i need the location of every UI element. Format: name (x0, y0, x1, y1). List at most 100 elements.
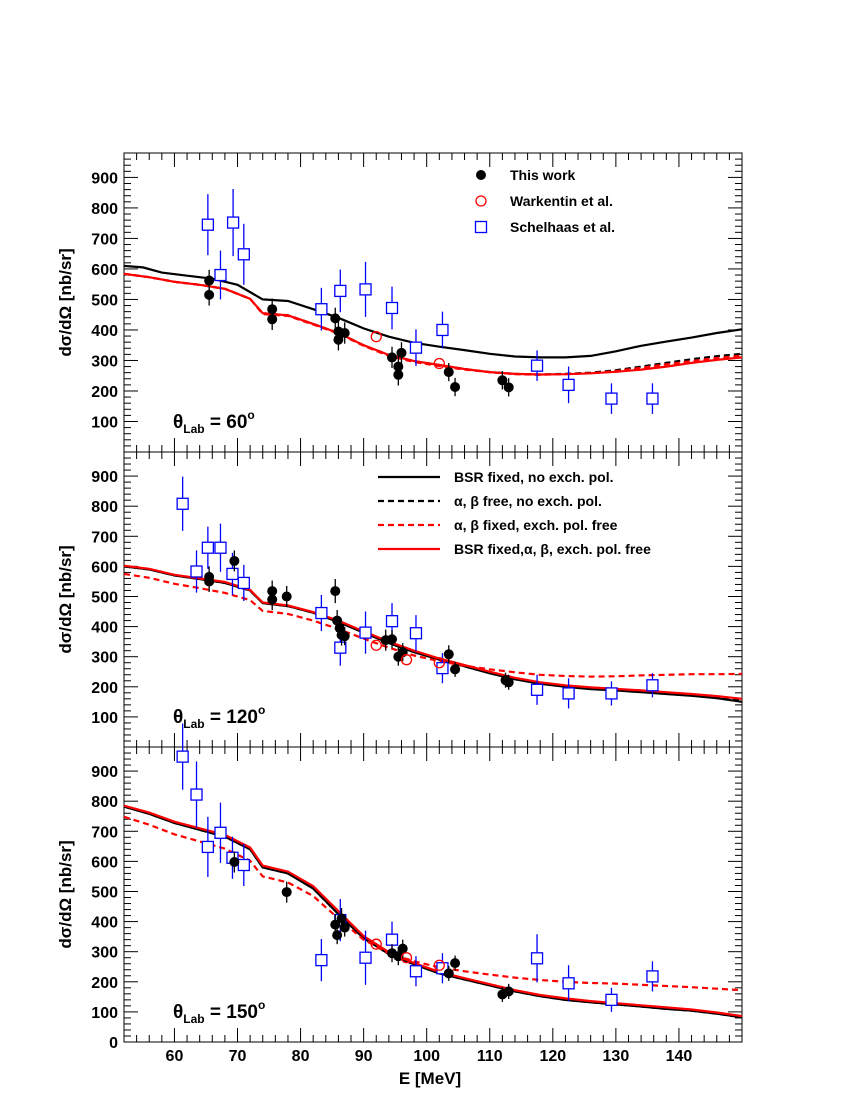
x-tick-label: 130 (603, 1048, 630, 1065)
this-work-point (397, 943, 408, 954)
warkentin-point (370, 639, 382, 651)
schelhaas-point (359, 283, 372, 296)
legend-marker-warkentin (475, 195, 487, 207)
panel-angle-value: = 120 (205, 707, 258, 728)
schelhaas-point (409, 627, 423, 640)
schelhaas-point (359, 951, 372, 964)
warkentin-point (433, 357, 445, 370)
this-work-point (204, 289, 215, 300)
this-work-point (330, 313, 341, 324)
this-work-point (387, 634, 398, 645)
y-tick-label: 900 (91, 469, 118, 486)
y-tick-label: 900 (91, 764, 118, 781)
x-tick-label: 80 (292, 1048, 310, 1065)
x-tick-label: 140 (666, 1048, 693, 1065)
schelhaas-point (315, 606, 328, 620)
legend-label: α, β fixed, exch. pol. free (454, 517, 618, 533)
this-work-point (443, 968, 454, 979)
y-tick-label: 500 (91, 292, 118, 309)
this-work-point (450, 382, 461, 393)
y-tick-label: 300 (91, 353, 118, 370)
this-work-point (281, 887, 292, 898)
this-work-point (393, 951, 404, 962)
schelhaas-point (436, 661, 449, 675)
legend-label: BSR fixed,α, β, exch. pol. free (454, 541, 651, 557)
y-tick-label: 700 (91, 824, 118, 841)
schelhaas-point (646, 679, 659, 692)
y-tick-label: 600 (91, 262, 118, 279)
x-tick-label: 110 (477, 1048, 503, 1065)
x-tick-label: 120 (539, 1048, 566, 1065)
plot-frame (123, 746, 743, 1043)
schelhaas-point (190, 565, 203, 578)
panel-angle-sup: o (247, 408, 254, 422)
this-work-point (267, 594, 278, 605)
model-curve-1 (123, 272, 743, 376)
legend-label: Warkentin et al. (510, 193, 613, 209)
this-work-point (229, 856, 240, 867)
model-curve-3 (123, 272, 743, 376)
this-work-point (267, 314, 278, 325)
plot-frame (123, 451, 743, 748)
schelhaas-point (226, 216, 240, 229)
panel-0: 100 200 300 400 500 600 700 800 900 dσ/dΩ [nb/sr]… (56, 152, 743, 453)
model-curve-2 (123, 572, 743, 678)
schelhaas-point (530, 952, 544, 965)
schelhaas-point (315, 953, 328, 967)
schelhaas-point (530, 359, 544, 372)
legend-label: Schelhaas et al. (510, 219, 615, 235)
this-work-point (450, 664, 461, 675)
schelhaas-point (201, 218, 215, 231)
y-tick-label: 100 (91, 1005, 118, 1022)
this-work-point (497, 375, 508, 386)
model-curve-2 (123, 272, 743, 376)
y-tick-label: 500 (91, 589, 118, 606)
schelhaas-point (176, 497, 189, 510)
schelhaas-point (201, 840, 215, 854)
legend-label: BSR fixed, no exch. pol. (454, 469, 613, 485)
model-curve-3 (123, 804, 743, 1018)
y-tick-label: 200 (91, 680, 118, 697)
schelhaas-point (334, 641, 347, 654)
warkentin-point (400, 952, 413, 964)
schelhaas-point (409, 341, 423, 354)
schelhaas-point (385, 301, 399, 315)
this-work-point (333, 334, 344, 345)
this-work-point (332, 930, 343, 941)
this-work-point (503, 677, 514, 688)
schelhaas-point (530, 683, 544, 696)
y-axis-title: dσ/dΩ [nb/sr] (56, 248, 75, 356)
schelhaas-point (562, 687, 575, 700)
x-tick-label: 70 (229, 1048, 247, 1065)
this-work-point (387, 352, 398, 363)
warkentin-point (370, 331, 382, 343)
legend-label: This work (510, 167, 576, 183)
schelhaas-point (237, 858, 250, 872)
panel-angle-label: θLab = 60o (173, 408, 255, 436)
schelhaas-point (605, 993, 618, 1007)
panel-angle-label: θLab = 120o (173, 703, 265, 731)
panel-angle-sub: Lab (183, 717, 204, 731)
schelhaas-point (646, 392, 659, 405)
y-tick-label: 100 (91, 414, 118, 431)
schelhaas-point (214, 826, 227, 839)
this-work-point (450, 958, 461, 969)
y-tick-label: 700 (91, 231, 118, 248)
legend-label: α, β free, no exch. pol. (454, 493, 602, 509)
this-work-point (339, 328, 350, 339)
warkentin-point (400, 654, 413, 666)
schelhaas-point (562, 977, 575, 990)
legend-marker-schelhaas (474, 220, 488, 234)
panel-2: 0 100 200 300 400 500 600 700 800 900 dσ/dΩ [nb/sr… (56, 723, 743, 1052)
schelhaas-point (214, 541, 227, 554)
panel-angle-sup: o (258, 703, 265, 717)
this-work-point (503, 382, 514, 393)
schelhaas-point (409, 965, 423, 978)
y-axis-title: dσ/dΩ [nb/sr] (56, 545, 75, 653)
schelhaas-point (605, 687, 618, 700)
x-tick-label: 90 (355, 1048, 373, 1065)
y-tick-label: 700 (91, 529, 118, 546)
schelhaas-point (562, 378, 575, 392)
schelhaas-point (385, 933, 399, 946)
